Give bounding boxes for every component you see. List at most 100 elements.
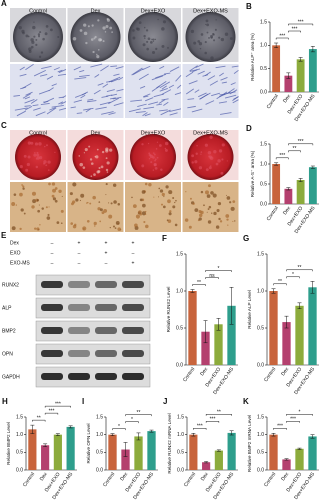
micro-texture	[169, 112, 178, 116]
micro-texture	[215, 225, 220, 229]
error-bar	[203, 320, 208, 344]
micro-texture	[176, 84, 182, 89]
treatment-label: EXO	[10, 250, 21, 256]
bar	[272, 45, 281, 92]
y-tick-label: 1.5	[176, 251, 183, 257]
significance-label: **	[137, 410, 141, 416]
dish-texture	[200, 151, 203, 153]
micro-texture	[138, 73, 149, 80]
significance-bracket	[275, 37, 289, 40]
micro-texture	[97, 207, 101, 211]
treatment-label: Dex	[10, 240, 19, 246]
significance-bracket	[44, 412, 59, 415]
dish-texture	[195, 152, 198, 155]
micro-texture	[105, 94, 113, 97]
y-tick-label: 0.5	[177, 450, 184, 456]
micro-texture	[31, 205, 35, 209]
bar	[269, 434, 278, 470]
panel-letter: I	[82, 397, 84, 406]
dish-texture	[197, 40, 201, 43]
x-tick-label: Dex	[200, 471, 210, 482]
micro-texture	[143, 106, 155, 110]
dish-texture	[204, 51, 207, 55]
y-tick-label: 0.5	[257, 325, 264, 331]
micro-texture	[48, 182, 51, 186]
micro-texture	[189, 65, 198, 72]
significance-bracket	[288, 143, 314, 146]
dish-texture	[152, 38, 155, 41]
micro-texture	[38, 204, 40, 206]
significance-bracket	[205, 414, 232, 416]
dish-texture	[148, 157, 151, 160]
dish-texture	[37, 35, 41, 38]
micro-texture	[117, 227, 122, 232]
micro-texture	[90, 63, 103, 68]
dish	[13, 12, 63, 62]
micro-texture	[70, 106, 76, 109]
micro-texture	[195, 63, 204, 69]
micro-texture	[74, 77, 87, 80]
significance-label: ***	[298, 19, 304, 25]
treatment-sign: –	[78, 260, 81, 266]
micro-texture	[99, 101, 111, 106]
x-tick-label: Control	[263, 366, 277, 383]
micro-texture	[100, 65, 109, 72]
micro-texture	[113, 200, 117, 204]
y-tick-label: 1.0	[96, 432, 103, 438]
micro-texture	[48, 206, 50, 208]
micro-texture	[208, 205, 212, 209]
micro-texture	[37, 209, 41, 213]
micro-texture	[175, 199, 177, 202]
bar	[147, 431, 156, 470]
micro-texture	[143, 220, 146, 224]
dish-texture	[106, 171, 109, 173]
micro-texture	[103, 209, 108, 213]
significance-label: ns	[209, 273, 215, 279]
dish-texture	[132, 29, 135, 32]
micro-texture	[219, 112, 232, 115]
dish-texture	[146, 47, 149, 51]
micro-texture	[230, 206, 235, 211]
bar	[189, 434, 198, 470]
blot-band	[41, 281, 63, 288]
dish-texture	[33, 21, 35, 23]
dish-texture	[146, 40, 149, 43]
significance-bracket	[205, 421, 220, 423]
micro-texture	[207, 220, 212, 224]
dish-texture	[97, 19, 100, 22]
y-tick-label: 0.5	[260, 66, 267, 72]
blot-band	[68, 373, 90, 380]
dish-texture	[145, 29, 149, 32]
significance-label: **	[298, 265, 302, 271]
significance-bracket	[286, 269, 313, 272]
micro-texture	[153, 196, 155, 198]
micro-texture	[194, 208, 199, 212]
significance-bracket	[286, 414, 313, 416]
dish-texture	[79, 29, 83, 32]
micro-texture	[156, 103, 163, 106]
dish-texture	[136, 27, 140, 31]
micro-texture	[148, 182, 152, 187]
dish-texture	[105, 168, 109, 172]
dish-texture	[25, 168, 29, 172]
micro-texture	[70, 222, 74, 225]
dish-texture	[94, 155, 97, 158]
micro-texture	[51, 182, 56, 186]
dish-texture	[200, 153, 202, 155]
dish-texture	[155, 148, 158, 150]
dish-texture	[141, 143, 144, 146]
dish-texture	[164, 141, 169, 146]
micro-texture	[99, 208, 103, 212]
micro-texture	[197, 70, 205, 75]
protein-label: ALP	[2, 305, 12, 311]
micro-texture	[106, 80, 113, 83]
dish-texture	[212, 33, 215, 36]
micro-texture	[161, 98, 169, 101]
dish-texture	[50, 28, 53, 32]
dish-texture	[155, 47, 158, 51]
significance-bracket	[205, 270, 232, 273]
micro-texture	[225, 214, 230, 218]
panel-letter: A	[1, 0, 7, 8]
micro-texture	[221, 81, 227, 84]
micro-texture	[110, 202, 113, 205]
